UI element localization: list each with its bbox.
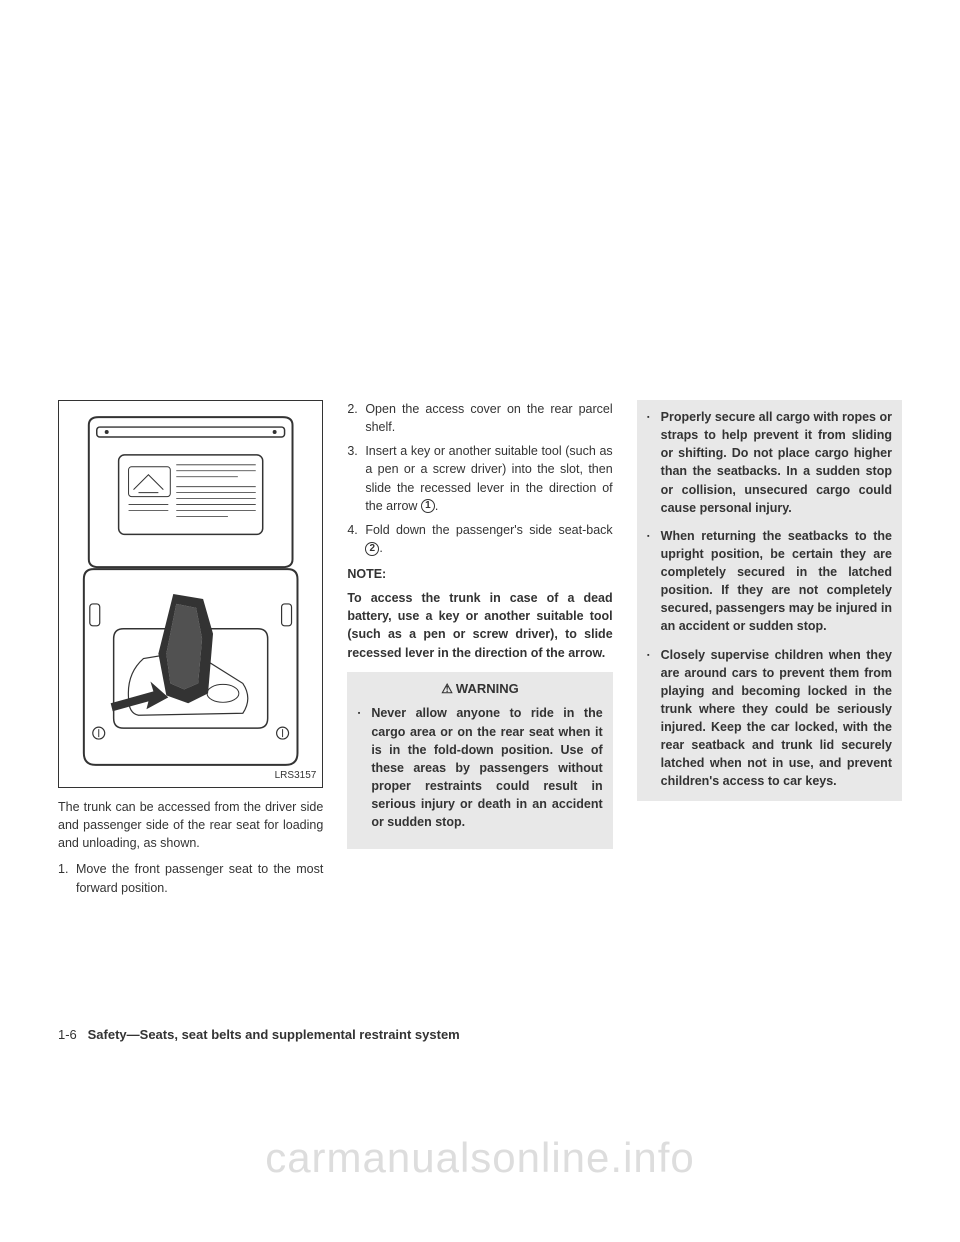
step-2-text: Open the access cover on the rear parcel…: [365, 400, 612, 436]
page-footer: 1-6 Safety—Seats, seat belts and supplem…: [58, 1027, 460, 1042]
figure-code-label: LRS3157: [275, 769, 317, 784]
step-3-number: 3.: [347, 442, 365, 515]
bullet-icon: ∙: [647, 527, 661, 636]
trunk-illustration: [59, 401, 322, 787]
column-3: ∙ Properly secure all cargo with ropes o…: [637, 400, 902, 903]
watermark-text: carmanualsonline.info: [0, 1134, 960, 1182]
warning-bullet-1: ∙ Never allow anyone to ride in the carg…: [357, 704, 602, 831]
warning-header: WARNING: [357, 680, 602, 699]
circled-1-icon: 1: [421, 499, 435, 513]
step-1: 1. Move the front passenger seat to the …: [58, 860, 323, 896]
warning-bullet-3: ∙ When returning the seatbacks to the up…: [647, 527, 892, 636]
warning-bullet-4-text: Closely supervise children when they are…: [661, 646, 892, 791]
note-text: To access the trunk in case of a dead ba…: [347, 589, 612, 662]
step-3: 3. Insert a key or another suitable tool…: [347, 442, 612, 515]
warning-bullet-3-text: When returning the seatbacks to the upri…: [661, 527, 892, 636]
step-3-text-b: .: [435, 499, 438, 513]
warning-bullet-2: ∙ Properly secure all cargo with ropes o…: [647, 408, 892, 517]
step-2: 2. Open the access cover on the rear par…: [347, 400, 612, 436]
note-label: NOTE:: [347, 565, 612, 583]
figure-trunk-access: LRS3157: [58, 400, 323, 788]
step-4-text: Fold down the passenger's side seat-back…: [365, 521, 612, 557]
column-1: LRS3157 The trunk can be accessed from t…: [58, 400, 323, 903]
page-content: LRS3157 The trunk can be accessed from t…: [58, 400, 902, 903]
section-title: Safety—Seats, seat belts and supplementa…: [88, 1027, 460, 1042]
step-4-number: 4.: [347, 521, 365, 557]
warning-bullet-2-text: Properly secure all cargo with ropes or …: [661, 408, 892, 517]
step-1-text: Move the front passenger seat to the mos…: [76, 860, 323, 896]
bullet-icon: ∙: [647, 408, 661, 517]
warning-box-col2: WARNING ∙ Never allow anyone to ride in …: [347, 672, 612, 850]
warning-bullet-4: ∙ Closely supervise children when they a…: [647, 646, 892, 791]
step-3-text: Insert a key or another suitable tool (s…: [365, 442, 612, 515]
bullet-icon: ∙: [357, 704, 371, 831]
step-1-number: 1.: [58, 860, 76, 896]
warning-bullet-1-text: Never allow anyone to ride in the cargo …: [371, 704, 602, 831]
column-2: 2. Open the access cover on the rear par…: [347, 400, 612, 903]
step-4: 4. Fold down the passenger's side seat-b…: [347, 521, 612, 557]
step-2-number: 2.: [347, 400, 365, 436]
step-4-text-b: .: [379, 541, 382, 555]
intro-text: The trunk can be accessed from the drive…: [58, 798, 323, 852]
bullet-icon: ∙: [647, 646, 661, 791]
circled-2-icon: 2: [365, 542, 379, 556]
warning-box-col3: ∙ Properly secure all cargo with ropes o…: [637, 400, 902, 801]
step-4-text-a: Fold down the passenger's side seat-back: [365, 523, 612, 537]
page-number: 1-6: [58, 1027, 77, 1042]
step-3-text-a: Insert a key or another suitable tool (s…: [365, 444, 612, 512]
